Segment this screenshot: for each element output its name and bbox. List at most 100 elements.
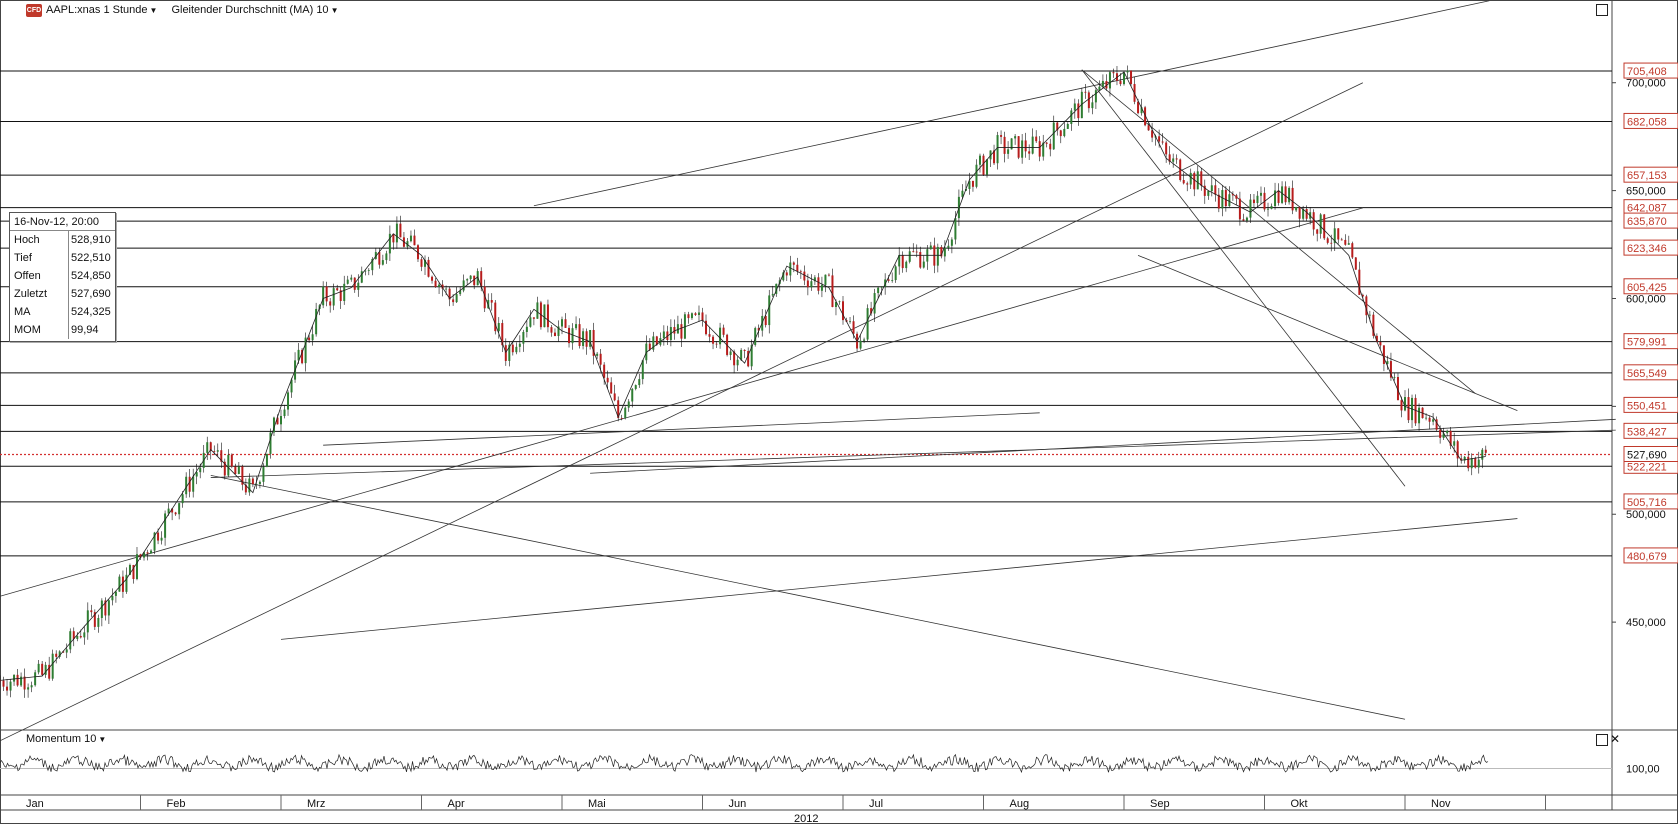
candle-body <box>1368 314 1371 316</box>
candle-body <box>624 407 627 419</box>
candle-body <box>1137 101 1140 114</box>
candle-body <box>118 576 121 592</box>
candle-body <box>873 293 876 314</box>
candle-body <box>473 275 476 286</box>
data-window: 16-Nov-12, 20:00 Hoch 528,910 Tief 522,510… <box>9 212 116 342</box>
candle-body <box>673 327 676 334</box>
candle-body <box>395 223 398 243</box>
price-level-box <box>1623 364 1678 381</box>
trend-line <box>210 475 1406 720</box>
candle-body <box>255 484 258 485</box>
candle-body <box>1077 103 1080 119</box>
price-level-label: 623,346 <box>1627 243 1667 255</box>
candle-body <box>729 351 732 355</box>
month-tick-label: Nov <box>1431 798 1451 810</box>
candle-body <box>1186 183 1189 185</box>
candle-body <box>1182 180 1185 184</box>
candle-body <box>1175 158 1178 160</box>
candle-body <box>1361 294 1364 297</box>
candle-body <box>740 349 743 360</box>
candle-body <box>947 245 950 248</box>
candle-body <box>1130 70 1133 85</box>
trend-line <box>280 518 1518 640</box>
candle-body <box>1094 90 1097 103</box>
candle-body <box>989 150 992 160</box>
momentum-selector[interactable]: Momentum 10 ▼ <box>26 733 106 745</box>
candle-body <box>1112 72 1115 74</box>
indicator-selector[interactable]: Gleitender Durchschnitt (MA) 10 ▼ <box>171 4 338 16</box>
candle-body <box>1123 72 1125 85</box>
data-window-row: MOM 99,94 <box>10 321 115 339</box>
candle-body <box>490 300 493 303</box>
candle-body <box>578 324 581 346</box>
candle-body <box>114 591 117 596</box>
candle-body <box>1091 102 1094 109</box>
candle-body <box>399 223 402 238</box>
candle-body <box>1365 296 1368 316</box>
candle-body <box>1428 417 1431 422</box>
candle-body <box>603 364 606 378</box>
candle-body <box>1119 80 1122 85</box>
month-tick-label: Okt <box>1291 798 1308 810</box>
candle-body <box>1024 140 1027 152</box>
candle-body <box>1049 143 1052 150</box>
candle-body <box>413 235 416 246</box>
candle-body <box>1021 140 1024 158</box>
candle-body <box>315 308 318 335</box>
candle-body <box>311 334 314 341</box>
y-tick-label: 450,000 <box>1626 617 1666 629</box>
candle-body <box>409 235 412 242</box>
candle-body <box>525 326 528 332</box>
candle-body <box>58 651 61 657</box>
month-tick-label: Sep <box>1150 798 1170 810</box>
candle-body <box>824 274 827 285</box>
candle-body <box>332 288 335 306</box>
candle-body <box>799 271 802 273</box>
candle-body <box>248 478 251 493</box>
candle-body <box>143 552 146 558</box>
candle-body <box>104 600 107 616</box>
candle-body <box>280 416 282 425</box>
price-level-label: 579,991 <box>1627 337 1667 349</box>
data-window-row: Tief 522,510 <box>10 249 115 267</box>
candle-body <box>666 331 669 341</box>
candle-body <box>90 610 93 613</box>
candle-body <box>940 246 943 257</box>
candle-body <box>1168 154 1171 162</box>
maximize-icon[interactable] <box>1596 4 1608 16</box>
candle-body <box>943 247 946 257</box>
symbol-selector[interactable]: AAPL:xnas 1 Stunde ▼ <box>46 4 157 16</box>
candle-body <box>1007 149 1010 154</box>
candle-body <box>272 417 275 433</box>
candle-body <box>392 233 395 243</box>
candle-body <box>438 284 441 287</box>
candle-body <box>1323 214 1326 239</box>
candle-body <box>2 680 5 687</box>
candle-body <box>1291 187 1294 211</box>
price-level-label: 522,221 <box>1627 461 1667 473</box>
candle-body <box>508 344 511 361</box>
candle-body <box>1340 239 1343 241</box>
price-level-label: 682,058 <box>1627 116 1667 128</box>
candle-body <box>705 320 708 335</box>
candle-body <box>1052 122 1055 150</box>
data-window-table: Hoch 528,910 Tief 522,510 Offen 524,850 Zul… <box>10 231 115 339</box>
price-level-box <box>1623 547 1678 564</box>
candle-body <box>982 155 985 175</box>
momentum-maximize-icon[interactable] <box>1596 734 1608 746</box>
candle-body <box>55 653 58 657</box>
candle-body <box>915 251 918 253</box>
price-level-box <box>1623 166 1678 183</box>
candle-body <box>722 327 725 335</box>
row-label: Zuletzt <box>10 285 69 303</box>
candle-body <box>1354 257 1357 270</box>
candle-body <box>817 277 820 291</box>
candle-body <box>1080 91 1083 119</box>
candle-body <box>694 313 697 315</box>
row-label: MOM <box>10 321 69 339</box>
close-icon[interactable]: ✕ <box>1610 732 1621 746</box>
chevron-down-icon: ▼ <box>98 734 107 744</box>
candle-body <box>364 270 367 272</box>
candle-body <box>480 271 483 287</box>
